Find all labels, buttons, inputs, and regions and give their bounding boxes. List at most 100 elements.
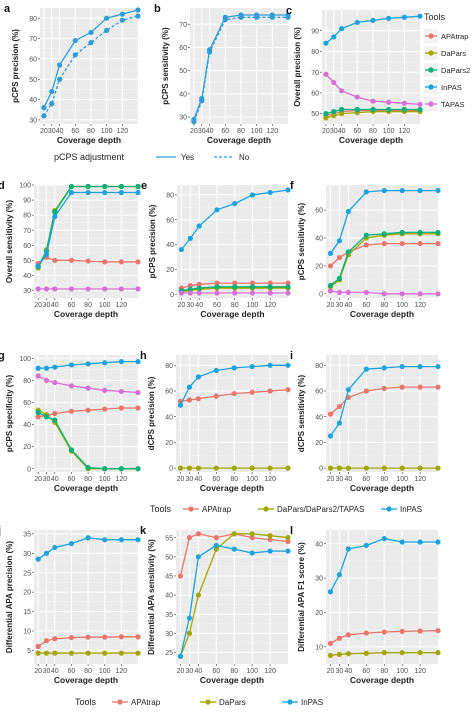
tick-label-y: 40 (165, 593, 173, 600)
tick-label-y: 25 (165, 650, 173, 657)
data-point (363, 465, 369, 471)
data-point (52, 417, 58, 423)
legend-key-point (287, 699, 293, 705)
data-point (336, 420, 343, 426)
tick-label-y: 60 (165, 389, 173, 396)
tick-label-x: 100 (246, 668, 258, 675)
tick-label-y: 80 (23, 378, 31, 385)
tick-label-y: 60 (23, 400, 31, 407)
data-point (196, 285, 202, 291)
panel-letter: f (290, 180, 294, 192)
legend-tools-bottom: Tools APAtrap DaPars InPAS (75, 697, 323, 707)
data-point (52, 257, 58, 263)
data-point (35, 643, 41, 650)
data-point (196, 223, 202, 229)
data-point (249, 290, 256, 296)
data-point (72, 52, 78, 58)
data-point (187, 235, 193, 241)
data-point (195, 374, 201, 380)
data-point (327, 465, 334, 471)
data-point (119, 17, 125, 23)
tick-label-y: 10 (23, 629, 31, 636)
series-line-dapars2 (330, 231, 438, 286)
data-point (363, 366, 369, 372)
legend-key-point (428, 84, 434, 90)
data-point (381, 187, 387, 194)
data-point (214, 290, 220, 296)
data-point (213, 393, 219, 399)
data-point (267, 362, 273, 368)
plot-background (322, 10, 420, 124)
data-point (327, 282, 334, 289)
tick-label-y: 0 (169, 466, 173, 473)
data-point (285, 362, 291, 368)
data-point (135, 466, 141, 472)
data-point (339, 26, 345, 32)
data-point (401, 14, 407, 20)
tick-label-x: 20 (322, 128, 330, 135)
axis-title-y: Differential APA sensitivity (%) (147, 539, 156, 655)
data-point (178, 290, 185, 296)
data-point (435, 229, 441, 236)
data-point (386, 99, 392, 105)
tick-label-y: 30 (179, 115, 187, 122)
data-point (52, 214, 58, 220)
axis-title-y: Overall sensitivity (%) (5, 200, 14, 283)
tick-label-y: 60 (23, 243, 31, 250)
axis-title-x: Coverage depth (350, 483, 414, 493)
data-point (399, 628, 405, 634)
tick-label-x: 80 (84, 476, 92, 483)
axis-title-x: Coverage depth (57, 135, 121, 145)
tick-label-x: 80 (380, 668, 388, 675)
tick-label-x: 100 (247, 302, 259, 309)
tick-label-x: 100 (396, 476, 408, 483)
tick-label-x: 120 (414, 302, 426, 309)
tick-label-x: 20 (34, 302, 42, 309)
data-point (57, 76, 63, 82)
data-point (323, 40, 329, 46)
data-point (249, 531, 255, 537)
tick-label-x: 40 (345, 302, 353, 309)
data-point (345, 651, 351, 657)
data-point (435, 465, 441, 471)
data-point (196, 281, 202, 287)
axis-title-x: Coverage depth (54, 675, 118, 685)
tick-label-y: 70 (29, 36, 37, 43)
data-point (345, 387, 351, 393)
data-point (267, 536, 273, 543)
data-point (370, 98, 376, 104)
tick-label-y: 40 (315, 541, 323, 548)
data-point (345, 546, 351, 552)
tick-label-x: 40 (345, 476, 353, 483)
data-point (213, 367, 219, 374)
tick-label-y: 80 (315, 363, 323, 370)
legend-title: Tools (75, 697, 97, 707)
panel-letter: g (0, 350, 5, 362)
data-point (381, 465, 387, 471)
tick-label-x: 100 (246, 476, 258, 483)
data-point (323, 111, 329, 117)
data-point (35, 365, 41, 371)
tick-label-y: 30 (29, 118, 37, 125)
tick-label-x: 40 (51, 476, 59, 483)
data-point (336, 275, 343, 282)
tick-label-x: 60 (362, 476, 370, 483)
tick-label-y: 60 (311, 91, 319, 98)
axis-title-x: Coverage depth (350, 309, 414, 319)
data-point (331, 34, 337, 40)
data-point (417, 363, 423, 370)
axis-title-x: Coverage depth (350, 675, 414, 685)
plot-background (34, 530, 138, 664)
tick-label-y: 0 (319, 466, 323, 473)
data-point (35, 650, 41, 656)
data-point (135, 634, 141, 640)
data-point (435, 539, 441, 545)
data-point (285, 280, 291, 286)
tick-label-y: 80 (23, 213, 31, 220)
tick-label-y: 50 (179, 68, 187, 75)
data-point (381, 385, 387, 392)
data-point (345, 289, 351, 296)
plot-background (190, 8, 288, 124)
